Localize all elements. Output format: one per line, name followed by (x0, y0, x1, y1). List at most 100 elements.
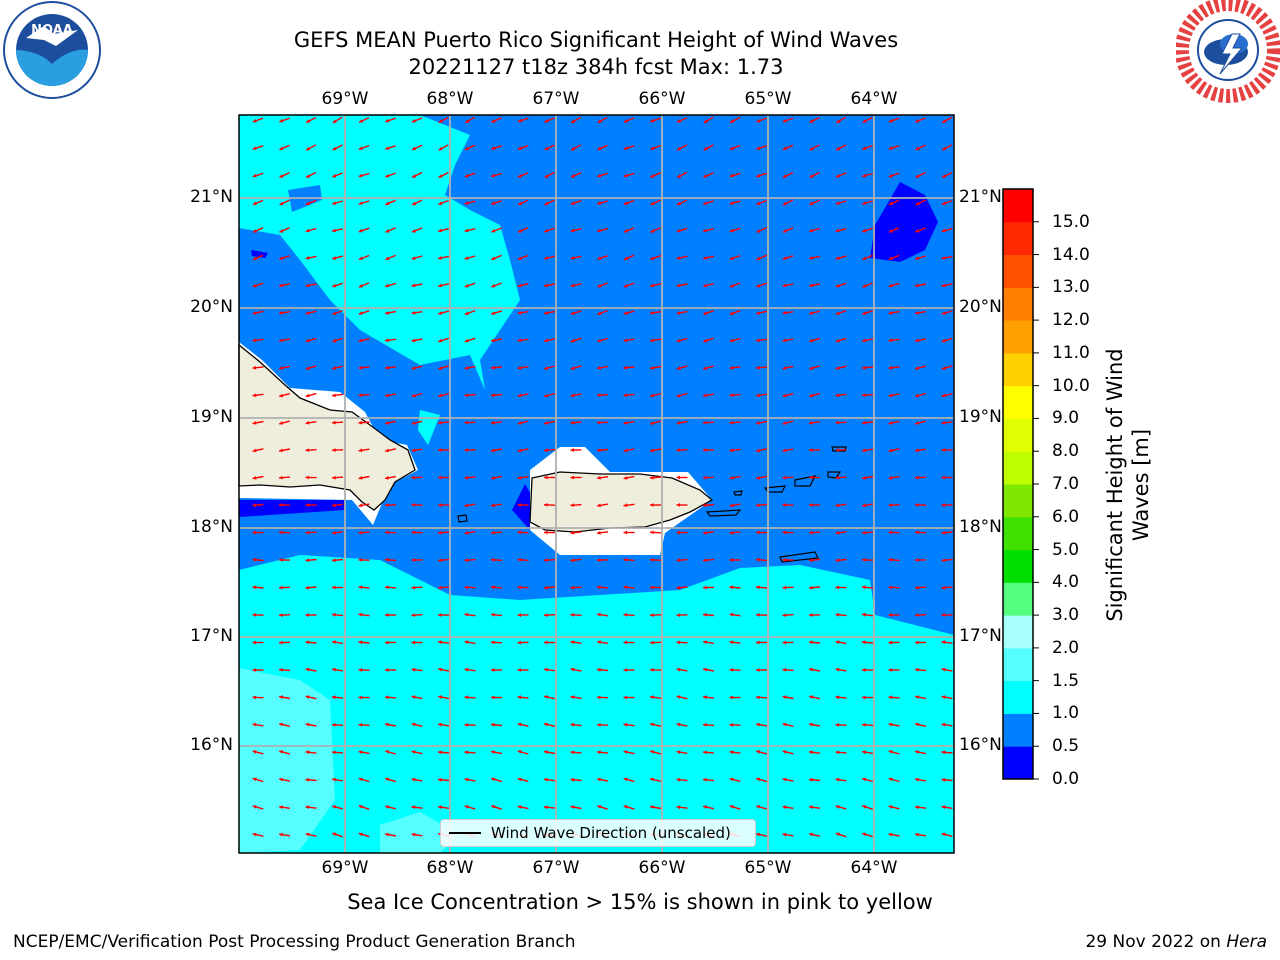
wave-arrow-head (252, 722, 257, 727)
wave-arrow-head (703, 503, 707, 508)
wave-arrow-head (385, 421, 389, 425)
wave-arrow-head (438, 174, 443, 178)
wave-arrow-head (544, 613, 548, 617)
wave-arrow-head (650, 695, 654, 700)
wave-arrow-head (915, 777, 919, 782)
wave-arrow-head (411, 558, 415, 562)
wave-arrow-head (464, 338, 469, 343)
wave-arrow-head (358, 805, 363, 809)
wave-arrow-head (305, 530, 310, 535)
wave-arrow-head (438, 366, 443, 370)
wave-arrow-head (252, 668, 256, 672)
colorbar-tick-label: 4.0 (1052, 572, 1080, 593)
wave-arrow-head (835, 503, 840, 508)
wave-arrow-head (438, 613, 442, 617)
colorbar-segment (1003, 189, 1033, 223)
wave-arrow-head (835, 640, 840, 645)
wave-arrow-head (544, 421, 548, 425)
wave-arrow-head (703, 338, 708, 343)
wave-arrow-head (782, 338, 787, 343)
wave-arrow-head (915, 832, 919, 837)
wave-arrow-head (438, 448, 442, 452)
wave-arrow-head (915, 366, 919, 370)
wave-arrow-head (862, 612, 866, 617)
wave-arrow-head (650, 366, 654, 370)
wave-arrow-head (438, 805, 442, 810)
wave-arrow-head (411, 118, 416, 123)
wave-arrow-head (517, 283, 522, 288)
lat-label-right: 17°N (959, 626, 1002, 646)
lat-label-right: 16°N (959, 735, 1002, 755)
wave-arrow-head (305, 228, 310, 233)
wave-arrow-head (888, 805, 893, 809)
colorbar-segment (1003, 287, 1033, 321)
wave-arrow-head (782, 503, 787, 507)
wave-arrow-head (862, 146, 867, 150)
wave-arrow-head (544, 667, 548, 672)
wave-arrow-head (597, 119, 602, 123)
wave-arrow-head (464, 777, 469, 782)
wave-arrow-head (862, 585, 866, 590)
wave-arrow-head (835, 750, 840, 755)
wave-arrow-head (862, 668, 866, 672)
wave-arrow-head (915, 750, 919, 754)
wave-arrow-head (809, 119, 814, 123)
wave-arrow-head (650, 558, 654, 562)
wave-arrow-head (941, 503, 946, 507)
wave-arrow-head (385, 365, 389, 370)
wave-arrow-head (305, 558, 310, 563)
wave-arrow-head (544, 311, 548, 315)
wave-arrow-head (332, 311, 337, 315)
wave-arrow-head (729, 558, 733, 562)
wave-arrow-head (544, 201, 549, 206)
wave-arrow-head (729, 668, 734, 672)
wave-arrow-head (915, 805, 919, 810)
wave-arrow-head (650, 585, 654, 590)
wave-arrow-head (305, 311, 310, 315)
wave-arrow-head (544, 393, 549, 398)
wave-arrow-head (464, 256, 469, 260)
wave-arrow-head (888, 832, 893, 837)
wave-arrow-head (332, 750, 336, 755)
wave-arrow-head (570, 366, 575, 370)
wave-arrow-head (676, 695, 681, 699)
wave-arrow-head (544, 119, 549, 123)
wave-arrow-head (650, 201, 655, 206)
wave-arrow-head (676, 366, 681, 370)
colorbar-segment (1003, 254, 1033, 288)
wave-arrow-head (597, 146, 602, 151)
wave-arrow-head (650, 146, 655, 150)
wave-arrow-head (597, 695, 601, 700)
wave-arrow-head (623, 229, 628, 233)
wave-arrow-head (518, 229, 522, 233)
wave-arrow-head (835, 201, 840, 205)
wave-arrow-head (385, 173, 390, 178)
wave-arrow-head (411, 585, 416, 590)
wave-arrow-head (332, 612, 336, 617)
wave-arrow-head (809, 338, 814, 343)
wave-arrow-head (411, 503, 416, 507)
wave-arrow-head (491, 119, 496, 123)
wave-arrow-head (703, 283, 708, 288)
wave-arrow-head (809, 256, 813, 260)
wave-arrow-head (491, 695, 495, 700)
wave-arrow-head (756, 530, 760, 535)
lon-label-bottom: 69°W (321, 858, 369, 878)
wave-arrow-head (358, 420, 363, 425)
wave-arrow-head (650, 640, 654, 645)
wave-arrow-head (756, 585, 760, 590)
wave-arrow-head (862, 256, 867, 260)
wave-arrow-head (252, 173, 257, 178)
legend-label: Wind Wave Direction (unscaled) (491, 824, 731, 842)
wave-arrow-head (570, 613, 575, 617)
lat-label-left: 20°N (190, 297, 233, 317)
wave-arrow-head (676, 421, 681, 425)
wave-arrow-head (650, 475, 654, 480)
wave-arrow-head (809, 420, 813, 425)
wave-arrow-head (411, 640, 415, 645)
wave-arrow-head (491, 640, 495, 645)
wave-arrow-head (385, 585, 389, 590)
wave-arrow-head (756, 832, 760, 837)
wave-arrow-head (438, 228, 443, 233)
colorbar-segment (1003, 352, 1033, 387)
